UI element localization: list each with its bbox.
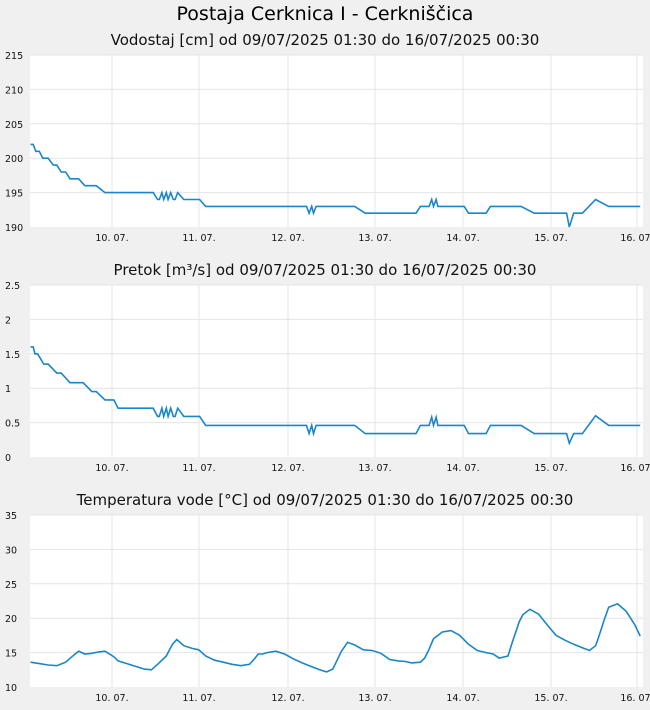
- y-tick-label: 2: [5, 315, 11, 326]
- y-tick-label: 25: [5, 580, 17, 591]
- page-title: Postaja Cerknica I - Cerkniščica: [176, 3, 474, 25]
- chart-2: Pretok [m³/s] od 09/07/2025 01:30 do 16/…: [5, 261, 650, 474]
- y-tick-label: 30: [5, 545, 17, 556]
- y-tick-label: 0.5: [5, 419, 20, 430]
- y-tick-label: 215: [5, 51, 23, 62]
- series-line: [30, 143, 641, 228]
- x-tick-label: 16. 07.: [620, 463, 650, 474]
- y-tick-label: 10: [5, 683, 17, 694]
- chart-1: Vodostaj [cm] od 09/07/2025 01:30 do 16/…: [5, 31, 650, 244]
- series-line: [30, 602, 641, 673]
- x-tick-label: 15. 07.: [534, 233, 567, 244]
- x-tick-label: 13. 07.: [358, 693, 391, 704]
- y-tick-label: 2.5: [5, 281, 20, 292]
- plot-area: [30, 515, 643, 687]
- x-tick-label: 16. 07.: [620, 693, 650, 704]
- x-tick-label: 14. 07.: [446, 233, 479, 244]
- chart-title: Pretok [m³/s] od 09/07/2025 01:30 do 16/…: [114, 261, 537, 279]
- chart-3: Temperatura vode [°C] od 09/07/2025 01:3…: [5, 491, 650, 704]
- x-tick-label: 13. 07.: [358, 463, 391, 474]
- x-tick-label: 11. 07.: [182, 233, 215, 244]
- plot-area: [30, 285, 643, 457]
- chart-title: Vodostaj [cm] od 09/07/2025 01:30 do 16/…: [111, 31, 540, 49]
- y-tick-label: 20: [5, 614, 17, 625]
- x-tick-label: 11. 07.: [182, 693, 215, 704]
- x-tick-label: 11. 07.: [182, 463, 215, 474]
- y-tick-label: 195: [5, 189, 23, 200]
- x-tick-label: 15. 07.: [534, 463, 567, 474]
- x-tick-label: 14. 07.: [446, 463, 479, 474]
- plot-area: [30, 55, 643, 227]
- x-tick-label: 10. 07.: [95, 463, 128, 474]
- y-tick-label: 210: [5, 85, 23, 96]
- y-tick-label: 200: [5, 154, 23, 165]
- y-tick-label: 1: [5, 384, 11, 395]
- y-tick-label: 35: [5, 511, 17, 522]
- x-tick-label: 12. 07.: [271, 463, 304, 474]
- x-tick-label: 14. 07.: [446, 693, 479, 704]
- x-tick-label: 15. 07.: [534, 693, 567, 704]
- y-tick-label: 205: [5, 120, 23, 131]
- x-tick-label: 10. 07.: [95, 693, 128, 704]
- series-line: [30, 346, 641, 446]
- x-tick-label: 16. 07.: [620, 233, 650, 244]
- y-tick-label: 1.5: [5, 350, 20, 361]
- x-tick-label: 12. 07.: [271, 693, 304, 704]
- x-tick-label: 10. 07.: [95, 233, 128, 244]
- chart-title: Temperatura vode [°C] od 09/07/2025 01:3…: [76, 491, 574, 509]
- y-tick-label: 15: [5, 649, 17, 660]
- y-tick-label: 190: [5, 223, 23, 234]
- x-tick-label: 12. 07.: [271, 233, 304, 244]
- y-tick-label: 0: [5, 453, 11, 464]
- x-tick-label: 13. 07.: [358, 233, 391, 244]
